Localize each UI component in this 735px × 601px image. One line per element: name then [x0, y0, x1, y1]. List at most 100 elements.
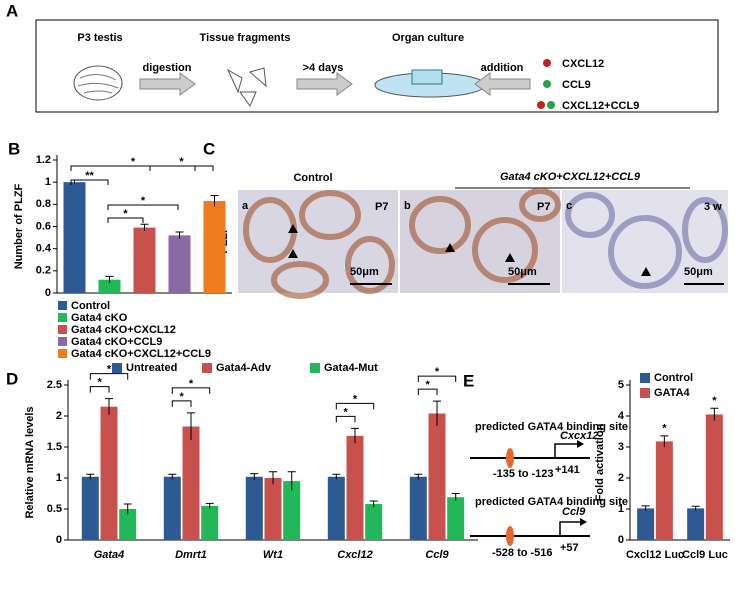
range-label: -135 to -123 — [493, 468, 554, 480]
tss-arrowhead — [577, 440, 584, 448]
bar — [365, 504, 383, 540]
site-text: predicted GATA4 binding site — [475, 421, 628, 433]
range-label: -528 to -516 — [492, 547, 553, 559]
sig-bracket — [89, 373, 129, 380]
sig-label: * — [435, 366, 440, 378]
sub-label: b — [404, 200, 411, 212]
y-tick-label: 0.6 — [36, 220, 51, 232]
dot — [543, 80, 551, 88]
binding-site — [506, 448, 514, 468]
arrow-label: addition — [481, 62, 524, 74]
site-text: predicted GATA4 binding site — [475, 496, 628, 508]
tss-arrow — [559, 521, 580, 536]
bar — [100, 406, 118, 540]
bar — [283, 481, 301, 540]
error-bar — [414, 473, 423, 480]
step-label: Tissue fragments — [200, 32, 291, 44]
error-bar — [168, 473, 177, 480]
dot — [547, 101, 555, 109]
legend-label: Gata4 cKO — [71, 312, 128, 324]
error-bar — [641, 505, 650, 511]
bar — [327, 476, 345, 540]
sig-bracket — [107, 204, 179, 210]
error-bar — [660, 435, 669, 447]
age-label: P7 — [375, 201, 388, 213]
sub-label: a — [242, 200, 249, 212]
age-label: P7 — [537, 201, 550, 213]
panel-label: A — [6, 1, 18, 20]
sig-label: * — [179, 156, 184, 168]
error-bar — [175, 231, 184, 239]
step-label: P3 testis — [77, 32, 122, 44]
sig-bracket — [70, 165, 196, 171]
sig-bracket — [171, 400, 192, 407]
y-tick-label: 1 — [45, 176, 51, 188]
bar — [705, 414, 723, 540]
testis-texture — [77, 74, 119, 94]
bar — [346, 435, 364, 540]
legend-swatch — [310, 363, 320, 373]
panel-a-box — [35, 19, 719, 113]
start-label: +141 — [555, 464, 580, 476]
y-tick-label: 0 — [618, 534, 624, 546]
bar — [98, 279, 121, 293]
legend-label: Gata4 cKO+CCL9 — [71, 336, 162, 348]
tss-arrow — [554, 443, 577, 458]
gene-label: Cxcx12 — [560, 430, 599, 442]
x-tick-label: Cxcl12 Luc — [626, 549, 684, 561]
column-header: Control — [293, 172, 332, 184]
error-bar — [710, 407, 719, 421]
y-tick-label: 0 — [56, 534, 62, 546]
bar — [119, 509, 137, 540]
legend-label: Gata4 cKO+CXCL12+CCL9 — [71, 348, 211, 360]
error-bar — [691, 505, 700, 511]
error-bar — [105, 398, 113, 415]
error-bar — [210, 194, 219, 207]
error-bar — [269, 471, 277, 485]
x-tick-label: Wt1 — [263, 549, 283, 561]
legend-label: GATA4 — [654, 387, 691, 399]
error-bar — [250, 473, 259, 480]
start-label: +57 — [560, 542, 579, 554]
panel-label: D — [6, 369, 18, 388]
sub-label: c — [566, 200, 572, 212]
dot — [537, 101, 545, 109]
sig-label: * — [180, 391, 185, 403]
panel-label: E — [463, 371, 474, 390]
sig-label: * — [344, 406, 349, 418]
legend-swatch — [58, 325, 67, 334]
tubules — [243, 188, 561, 299]
sig-label: * — [131, 156, 136, 168]
error-bar — [351, 427, 359, 444]
x-tick-label: Dmrt1 — [175, 549, 207, 561]
addition-label: CXCL12 — [562, 58, 604, 70]
arrow-label: digestion — [143, 62, 192, 74]
y-axis-label: Number of PLZF — [13, 183, 25, 269]
bar — [245, 476, 263, 540]
y-tick-label: 2.5 — [47, 379, 62, 391]
sig-label: * — [189, 378, 194, 390]
sig-bracket — [335, 402, 375, 410]
legend-swatch — [58, 301, 67, 310]
error-bar — [140, 223, 149, 231]
y-tick-label: 1.2 — [36, 154, 51, 166]
y-tick-label: 0.2 — [36, 265, 51, 277]
arrow-label: >4 days — [303, 62, 344, 74]
legend-label: Untreated — [126, 362, 177, 374]
age-label: 3 w — [704, 201, 722, 213]
y-tick-label: 0.5 — [47, 503, 62, 515]
legend-swatch — [202, 363, 212, 373]
legend-swatch — [112, 363, 122, 373]
x-tick-label: Gata4 — [94, 549, 125, 561]
legend-label: Gata4-Mut — [324, 362, 378, 374]
sig-label: * — [426, 379, 431, 391]
sig-label: * — [662, 423, 667, 435]
bar — [63, 182, 86, 293]
legend-label: Control — [654, 372, 693, 384]
y-tick-label: 0 — [45, 287, 51, 299]
y-tick-label: 5 — [618, 379, 624, 391]
legend-label: Gata4-Adv — [216, 362, 272, 374]
bar — [201, 505, 219, 540]
y-tick-label: 2 — [618, 472, 624, 484]
